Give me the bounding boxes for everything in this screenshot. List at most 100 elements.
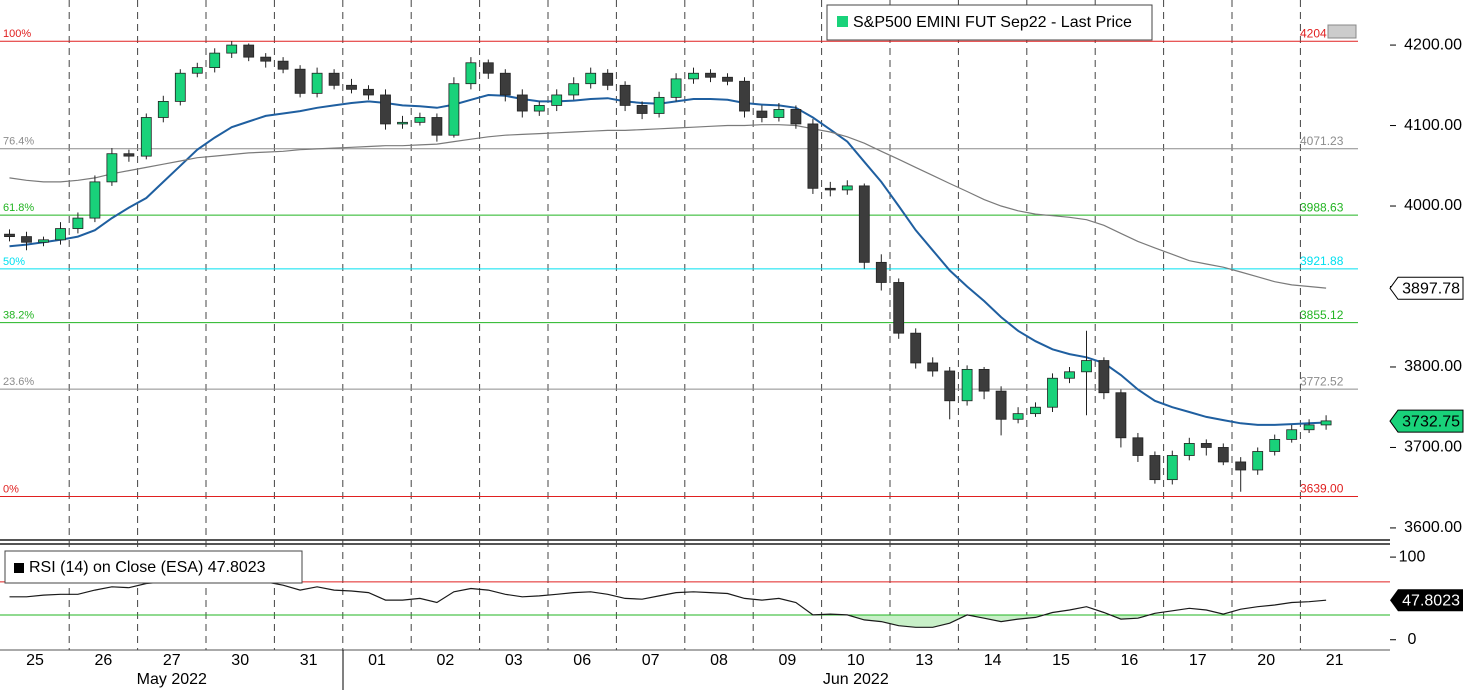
legend-swatch: [837, 16, 848, 27]
candle-body: [328, 72, 340, 86]
level-label: 38.2%: [3, 310, 34, 322]
level-value-label: 3639.00: [1300, 482, 1344, 496]
candle-body: [72, 217, 84, 229]
legend: S&P500 EMINI FUT Sep22 - Last Price: [826, 4, 1153, 41]
x-tick-label: 14: [984, 652, 1002, 669]
candle-body: [739, 80, 750, 112]
candle-body: [1303, 424, 1315, 431]
x-tick-label: 09: [779, 652, 797, 669]
candle-body: [927, 362, 939, 372]
candle-body: [174, 72, 186, 102]
candle-body: [346, 84, 357, 90]
price-tag: [1390, 589, 1463, 612]
candle-body: [875, 261, 887, 283]
x-tick-label: 30: [231, 652, 249, 669]
candle-body: [568, 83, 580, 96]
x-tick-label: 17: [1189, 652, 1207, 669]
candle-body: [431, 117, 443, 136]
x-tick-label: 02: [437, 652, 455, 669]
x-tick-label: 26: [95, 652, 113, 669]
x-tick-label: 27: [163, 652, 181, 669]
level-label: 76.4%: [3, 136, 34, 148]
level-label: 23.6%: [3, 376, 34, 388]
candle-body: [380, 94, 391, 125]
level-label: 100%: [3, 28, 31, 40]
candle-body: [533, 105, 545, 112]
candle-body: [482, 62, 494, 74]
x-tick-label: 13: [915, 652, 933, 669]
y-tick-label: 4200.00: [1404, 36, 1462, 53]
legend-box: [826, 4, 1153, 41]
candle-body: [995, 390, 1007, 420]
candle-body: [705, 72, 716, 78]
candle-body: [893, 282, 905, 334]
candle-body: [653, 96, 665, 114]
candle-body: [260, 56, 272, 62]
y-tick-label: 0: [1408, 631, 1417, 648]
y-tick-label: 3800.00: [1404, 358, 1462, 375]
candle-body: [311, 72, 323, 94]
x-tick-label: 01: [368, 652, 386, 669]
candle-body: [106, 153, 118, 183]
candle-body: [910, 332, 922, 364]
candle-body: [824, 187, 836, 191]
candle-body: [363, 88, 374, 96]
price-tag-label: 3897.78: [1402, 281, 1460, 298]
candle-body: [21, 236, 32, 243]
legend-box: [4, 550, 303, 584]
candle-body: [1217, 447, 1229, 463]
x-tick-label: 15: [1052, 652, 1070, 669]
x-tick-label: 03: [505, 652, 523, 669]
candle-body: [1098, 360, 1110, 394]
candle-body: [1047, 377, 1058, 408]
icon[interactable]: [1327, 24, 1357, 39]
level-value-label: 3772.52: [1300, 374, 1344, 388]
candle-body: [688, 72, 699, 80]
candle-body: [1269, 439, 1281, 452]
candle-body: [1030, 406, 1041, 415]
candle-body: [294, 68, 306, 94]
candle-body: [191, 67, 203, 74]
candle-body: [670, 78, 682, 98]
candle-body: [1286, 429, 1298, 440]
candle-body: [585, 72, 597, 85]
candle-body: [1320, 420, 1332, 426]
candle-body: [516, 94, 528, 112]
level-value-label: 3921.88: [1300, 254, 1344, 268]
x-tick-label: 10: [847, 652, 865, 669]
level-label: 61.8%: [3, 202, 34, 214]
level-label: 0%: [3, 483, 19, 495]
rsi-legend: RSI (14) on Close (ESA) 47.8023: [4, 550, 303, 584]
candle-body: [1064, 371, 1075, 379]
candle-body: [978, 368, 990, 392]
y-tick-label: 3600.00: [1404, 519, 1462, 536]
level-value-label: 4071.23: [1300, 134, 1344, 148]
candle-body: [89, 181, 101, 219]
oversold-fill: [9, 614, 1327, 628]
candle-body: [551, 94, 563, 106]
candle-body: [55, 228, 66, 241]
price-tag-label: 3732.75: [1402, 413, 1460, 430]
candle-body: [414, 117, 426, 123]
candle-body: [277, 60, 289, 70]
y-tick-label: 3700.00: [1404, 439, 1462, 456]
price-tag: [1389, 276, 1464, 300]
candle-body: [226, 44, 238, 54]
x-tick-label: 20: [1257, 652, 1275, 669]
candle-body: [636, 105, 648, 114]
x-tick-label: 06: [573, 652, 591, 669]
candle-body: [773, 109, 785, 118]
candle-body: [1183, 443, 1195, 456]
candle-body: [1115, 392, 1127, 439]
candle-body: [157, 101, 169, 118]
candle-body: [1132, 437, 1144, 456]
legend-swatch: [14, 563, 24, 573]
month-label: Jun 2022: [823, 671, 889, 688]
candle-body: [140, 117, 152, 157]
candle-body: [448, 83, 460, 136]
x-tick-label: 25: [26, 652, 44, 669]
y-tick-label: 100: [1399, 548, 1426, 565]
